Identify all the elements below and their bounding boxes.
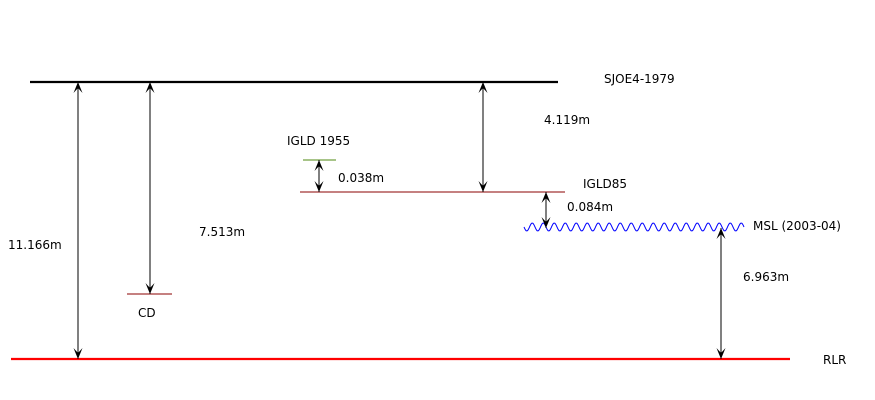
msl-datum-wave: [523, 222, 745, 232]
arrow-head-top: [478, 82, 488, 93]
arrow-head-bottom: [314, 181, 324, 192]
sjoe-label: SJOE4-1979: [604, 72, 675, 86]
arrow-head-top: [716, 228, 726, 239]
arrow-head-bottom: [73, 348, 83, 359]
measure-sjoe-to-igld85: 4.119m: [544, 113, 590, 127]
arrow-head-top: [541, 192, 551, 203]
arrow-head-bottom: [145, 283, 155, 294]
measure-igld1955-to-igld85: 0.038m: [338, 171, 384, 185]
arrow-msl-to-rlr: [716, 228, 726, 359]
arrow-sjoe-to-igld85: [478, 82, 488, 192]
arrow-head-top: [314, 160, 324, 171]
arrow-head-top: [145, 82, 155, 93]
arrow-head-bottom: [716, 348, 726, 359]
arrow-sjoe-to-rlr: [73, 82, 83, 359]
measure-msl-to-rlr: 6.963m: [743, 270, 789, 284]
msl-label: MSL (2003-04): [753, 219, 841, 233]
rlr-label: RLR: [823, 353, 846, 367]
arrow-sjoe-to-cd: [145, 82, 155, 294]
arrow-head-bottom: [541, 217, 551, 228]
arrow-head-bottom: [478, 181, 488, 192]
arrow-igld85-to-msl: [541, 192, 551, 228]
measure-igld85-to-msl: 0.084m: [567, 200, 613, 214]
igld85-label: IGLD85: [583, 177, 627, 191]
measure-sjoe-to-rlr: 11.166m: [8, 238, 62, 252]
measure-sjoe-to-cd: 7.513m: [199, 225, 245, 239]
igld1955-label: IGLD 1955: [287, 134, 350, 148]
cd-label: CD: [138, 306, 156, 320]
arrow-igld1955-to-igld85: [314, 160, 324, 192]
arrow-head-top: [73, 82, 83, 93]
